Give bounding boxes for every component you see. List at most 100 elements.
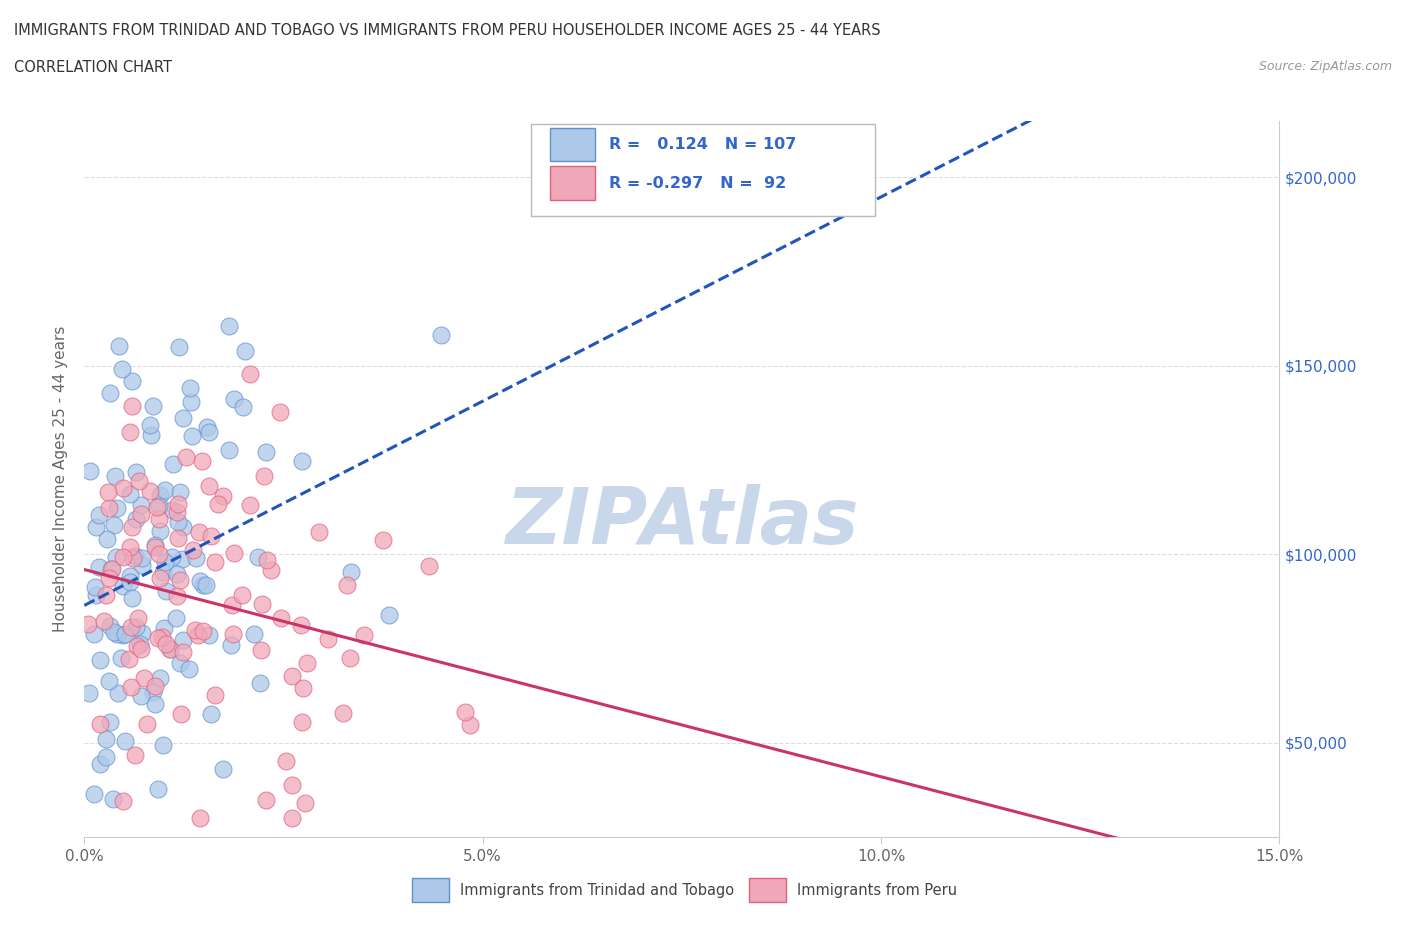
Point bbox=[142, 684, 165, 699]
Point bbox=[172, 519, 194, 534]
Point bbox=[172, 644, 194, 659]
Point bbox=[124, 549, 146, 564]
Point bbox=[340, 565, 363, 579]
Point bbox=[221, 597, 243, 612]
Point bbox=[83, 627, 105, 642]
Point bbox=[250, 597, 273, 612]
Point bbox=[89, 508, 111, 523]
Point bbox=[127, 610, 149, 625]
Point bbox=[231, 399, 253, 414]
Point bbox=[146, 631, 169, 645]
Point bbox=[124, 748, 146, 763]
Point bbox=[193, 623, 215, 638]
Point bbox=[256, 552, 278, 567]
Point bbox=[167, 530, 190, 545]
Point bbox=[143, 538, 166, 552]
Point bbox=[149, 487, 172, 502]
Point bbox=[339, 651, 361, 666]
Point bbox=[166, 588, 188, 603]
Point bbox=[149, 524, 172, 538]
Point bbox=[222, 392, 245, 406]
Point bbox=[83, 787, 105, 802]
Point bbox=[155, 483, 177, 498]
Point bbox=[120, 539, 142, 554]
Point bbox=[129, 506, 152, 521]
Point bbox=[181, 429, 204, 444]
Point bbox=[197, 479, 219, 494]
Point bbox=[295, 656, 318, 671]
Point bbox=[179, 380, 201, 395]
Point bbox=[101, 791, 124, 806]
Point bbox=[222, 627, 245, 642]
Point bbox=[159, 642, 181, 657]
Point bbox=[121, 398, 143, 413]
Point bbox=[218, 319, 240, 334]
Point bbox=[194, 578, 217, 592]
Point bbox=[336, 578, 359, 592]
Point bbox=[89, 653, 111, 668]
Point bbox=[89, 717, 111, 732]
Point bbox=[105, 626, 128, 641]
Point bbox=[148, 547, 170, 562]
Point bbox=[242, 627, 264, 642]
Point bbox=[98, 386, 121, 401]
Point bbox=[174, 449, 197, 464]
Point bbox=[86, 588, 108, 603]
Point bbox=[145, 679, 167, 694]
Point bbox=[204, 554, 226, 569]
Point bbox=[152, 737, 174, 752]
Point bbox=[274, 753, 297, 768]
Point bbox=[294, 795, 316, 810]
Point bbox=[212, 762, 235, 777]
Point bbox=[93, 614, 115, 629]
Point bbox=[145, 539, 167, 554]
Point bbox=[239, 367, 262, 382]
Point bbox=[162, 456, 184, 471]
Point bbox=[148, 498, 170, 513]
Point bbox=[221, 638, 243, 653]
Point bbox=[191, 578, 214, 592]
Point bbox=[177, 661, 200, 676]
Point bbox=[180, 395, 202, 410]
Point bbox=[191, 453, 214, 468]
Point bbox=[129, 642, 152, 657]
Point bbox=[290, 715, 312, 730]
Point bbox=[86, 520, 108, 535]
Point bbox=[418, 558, 440, 573]
Point bbox=[129, 636, 152, 651]
Point bbox=[204, 687, 226, 702]
Point bbox=[107, 686, 129, 701]
Point bbox=[98, 714, 121, 729]
Point bbox=[118, 424, 141, 439]
Point bbox=[112, 628, 135, 643]
Text: ZIPAtlas: ZIPAtlas bbox=[505, 484, 859, 560]
Point bbox=[316, 631, 339, 646]
Point bbox=[125, 619, 148, 634]
Point bbox=[131, 551, 153, 565]
Point bbox=[132, 671, 155, 685]
Point bbox=[332, 705, 354, 720]
Point bbox=[281, 777, 304, 792]
Point bbox=[170, 707, 193, 722]
Point bbox=[142, 398, 165, 413]
Point bbox=[131, 626, 153, 641]
Point bbox=[166, 505, 188, 520]
Point bbox=[100, 618, 122, 633]
Point bbox=[131, 558, 153, 573]
Point bbox=[98, 571, 121, 586]
Point bbox=[120, 486, 142, 501]
Point bbox=[104, 469, 127, 484]
Point bbox=[150, 630, 173, 644]
Point bbox=[430, 327, 453, 342]
Point bbox=[121, 591, 143, 606]
Y-axis label: Householder Income Ages 25 - 44 years: Householder Income Ages 25 - 44 years bbox=[53, 326, 69, 632]
Point bbox=[94, 588, 117, 603]
Point bbox=[125, 512, 148, 527]
Point bbox=[139, 418, 162, 432]
Point bbox=[200, 707, 222, 722]
Point bbox=[181, 543, 204, 558]
Point bbox=[149, 571, 172, 586]
Point bbox=[353, 628, 375, 643]
Point bbox=[138, 484, 160, 498]
Point bbox=[166, 515, 188, 530]
